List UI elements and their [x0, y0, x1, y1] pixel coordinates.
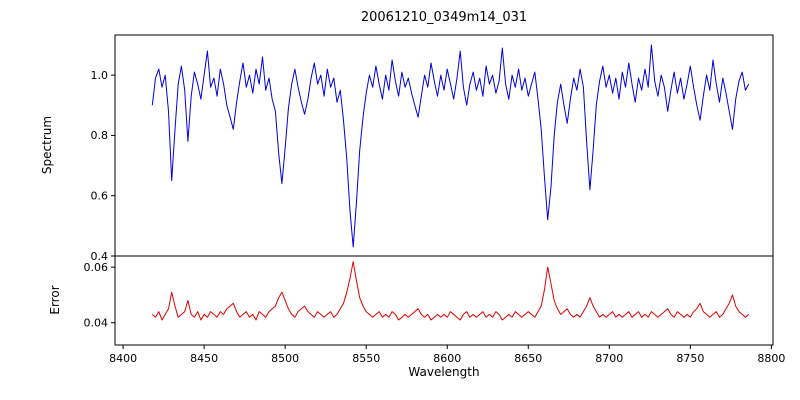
error-line [151, 261, 750, 321]
spectrum-y-tick-label: 0.8 [91, 129, 109, 142]
spectrum-y-tick-label: 0.4 [91, 250, 109, 263]
x-tick-label: 8450 [190, 352, 218, 365]
x-tick-label: 8400 [109, 352, 137, 365]
error-axes-frame [114, 255, 774, 346]
spectrum-axes-frame [114, 34, 774, 257]
chart-title: 20061210_0349m14_031 [360, 10, 528, 25]
x-tick-label: 8800 [757, 352, 785, 365]
x-axis-label: Wavelength [408, 365, 480, 379]
x-tick-label: 8650 [514, 352, 542, 365]
x-tick-label: 8750 [676, 352, 704, 365]
x-tick-label: 8600 [433, 352, 461, 365]
spectrum-y-axis-label: Spectrum [40, 115, 54, 175]
x-tick-label: 8700 [595, 352, 623, 365]
x-tick-label: 8550 [352, 352, 380, 365]
error-y-tick-label: 0.04 [84, 317, 109, 330]
spectrum-y-tick-label: 1.0 [91, 69, 109, 82]
error-y-tick-label: 0.06 [84, 261, 109, 274]
spectrum-y-tick-label: 0.6 [91, 190, 109, 203]
x-tick-label: 8500 [271, 352, 299, 365]
error-y-axis-label: Error [48, 285, 62, 315]
spectrum-line [151, 44, 750, 248]
